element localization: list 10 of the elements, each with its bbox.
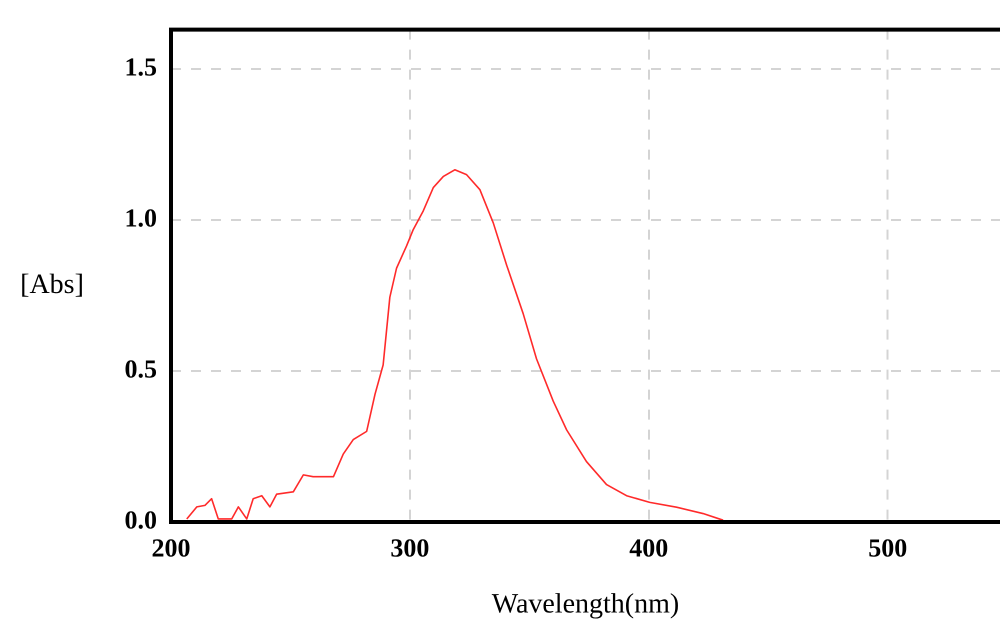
x-tick-label: 300 (390, 533, 430, 562)
y-tick-label: 0.5 (124, 354, 157, 384)
y-axis-title: [Abs] (20, 269, 84, 300)
x-axis-title: Wavelength(nm) (492, 588, 680, 620)
y-tick-label: 1.0 (124, 204, 157, 233)
y-tick-label: 1.5 (124, 52, 157, 82)
x-tick-label: 200 (152, 533, 190, 562)
x-tick-label: 500 (868, 533, 908, 562)
x-tick-label: 400 (629, 533, 668, 562)
y-tick-label: 0.0 (124, 506, 157, 535)
